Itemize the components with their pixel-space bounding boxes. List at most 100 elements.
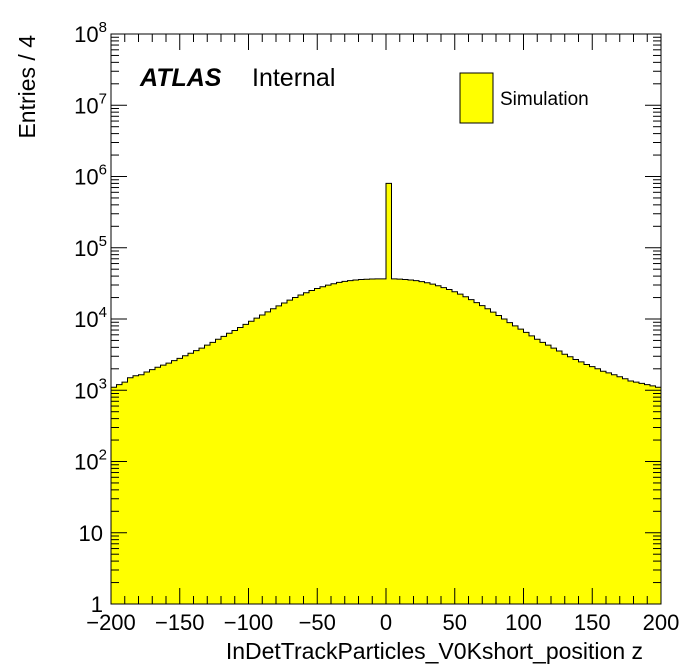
histogram-bar: [435, 285, 442, 604]
histogram-bar: [622, 378, 629, 604]
histogram-bar: [595, 368, 601, 604]
histogram-bar: [111, 387, 117, 604]
histogram-bar: [160, 365, 167, 604]
histogram-bar: [309, 290, 315, 604]
legend: Simulation: [459, 72, 589, 124]
histogram-bar: [644, 384, 651, 604]
histogram-bar: [292, 297, 299, 604]
atlas-label: ATLAS: [139, 64, 222, 92]
histogram-bar: [358, 279, 365, 604]
histogram-bar: [380, 278, 387, 604]
y-axis-ticks: 1 10 102 103 104 105 106 107 108: [74, 19, 661, 617]
histogram-bar: [243, 324, 249, 604]
histogram-bar: [303, 292, 310, 604]
x-tick-label: 200: [643, 610, 680, 635]
histogram-bar: [314, 288, 321, 604]
histogram-bar: [408, 279, 414, 604]
legend-label-simulation: Simulation: [500, 89, 589, 110]
x-tick-label: 100: [505, 610, 542, 635]
y-tick-label: 1: [91, 592, 103, 617]
histogram-bar: [254, 318, 260, 604]
y-tick-label: 102: [74, 447, 107, 475]
histogram-bar: [127, 377, 134, 604]
histogram-bar: [193, 350, 200, 604]
histogram-bar: [413, 280, 420, 604]
histogram-bar: [551, 348, 557, 604]
histogram-bar: [210, 342, 216, 604]
histogram-bar: [463, 296, 469, 604]
x-axis-label: InDetTrackParticles_V0Kshort_position z: [226, 638, 643, 664]
y-tick-label: 105: [74, 233, 107, 261]
x-tick-label: 50: [443, 610, 467, 635]
histogram-bar: [540, 342, 546, 604]
histogram-bar: [507, 322, 513, 604]
histogram-bar: [171, 360, 178, 604]
histogram-bar: [265, 311, 271, 604]
histogram-bar: [325, 285, 332, 604]
histogram-bar: [424, 282, 431, 604]
histogram-bar: [276, 305, 282, 604]
histogram-bar: [501, 319, 508, 604]
histogram-bar: [584, 364, 590, 604]
histogram-bars: [111, 183, 662, 604]
histogram-bar: [441, 287, 447, 604]
x-tick-label: −50: [299, 610, 336, 635]
histogram-bar: [523, 332, 530, 604]
histogram-bar: [485, 308, 491, 604]
histogram-bar: [650, 385, 656, 604]
histogram-bar: [232, 330, 238, 604]
histogram-bar: [452, 291, 458, 604]
histogram-bar: [353, 279, 359, 604]
histogram-bar: [457, 294, 464, 604]
histogram-bar: [331, 283, 337, 604]
histogram-bar: [391, 278, 398, 604]
histogram-bar: [287, 300, 293, 604]
histogram-bar: [556, 351, 563, 604]
histogram-bar: [567, 356, 574, 604]
histogram-bar: [138, 374, 145, 604]
histogram-bar: [655, 387, 662, 604]
histogram-bar: [347, 280, 354, 604]
histogram-bar: [215, 339, 222, 604]
histogram-bar: [402, 279, 409, 604]
x-tick-label: −150: [155, 610, 205, 635]
histogram-bar: [573, 359, 579, 604]
histogram-bar: [177, 358, 183, 604]
histogram-bar: [446, 289, 453, 604]
histogram-bar: [534, 339, 541, 604]
x-tick-label: 0: [380, 610, 392, 635]
histogram-bar: [512, 325, 519, 604]
y-tick-label: 106: [74, 162, 107, 190]
histogram-bar: [468, 299, 475, 604]
histogram-bar: [270, 308, 277, 604]
histogram-bar: [419, 281, 425, 604]
histogram-bar: [281, 302, 288, 604]
histogram-bar: [199, 348, 205, 604]
histogram-bar: [166, 363, 172, 604]
histogram-bar: [336, 282, 343, 604]
y-tick-label: 107: [74, 90, 107, 118]
histogram-bar: [364, 279, 370, 604]
histogram-bar: [122, 382, 128, 604]
histogram-bar: [639, 383, 645, 604]
histogram-outline: [110, 182, 662, 604]
histogram-bar: [221, 336, 227, 604]
histogram-bar: [617, 376, 623, 604]
histogram-bar: [496, 315, 502, 604]
histogram-bar: [518, 329, 524, 604]
legend-swatch-simulation: [459, 72, 494, 124]
histogram-bar: [589, 366, 596, 604]
x-tick-label: 150: [574, 610, 611, 635]
histogram-bar: [633, 382, 640, 604]
x-tick-label: −100: [224, 610, 274, 635]
histogram-bar: [188, 353, 194, 604]
histogram-bar: [116, 384, 123, 604]
histogram-bar: [490, 312, 497, 604]
y-tick-label: 103: [74, 375, 107, 403]
histogram-bar: [529, 335, 535, 604]
histogram-bar: [320, 286, 326, 604]
histogram-bar: [545, 345, 552, 604]
y-tick-label: 108: [74, 19, 107, 47]
histogram-bar: [578, 361, 585, 604]
